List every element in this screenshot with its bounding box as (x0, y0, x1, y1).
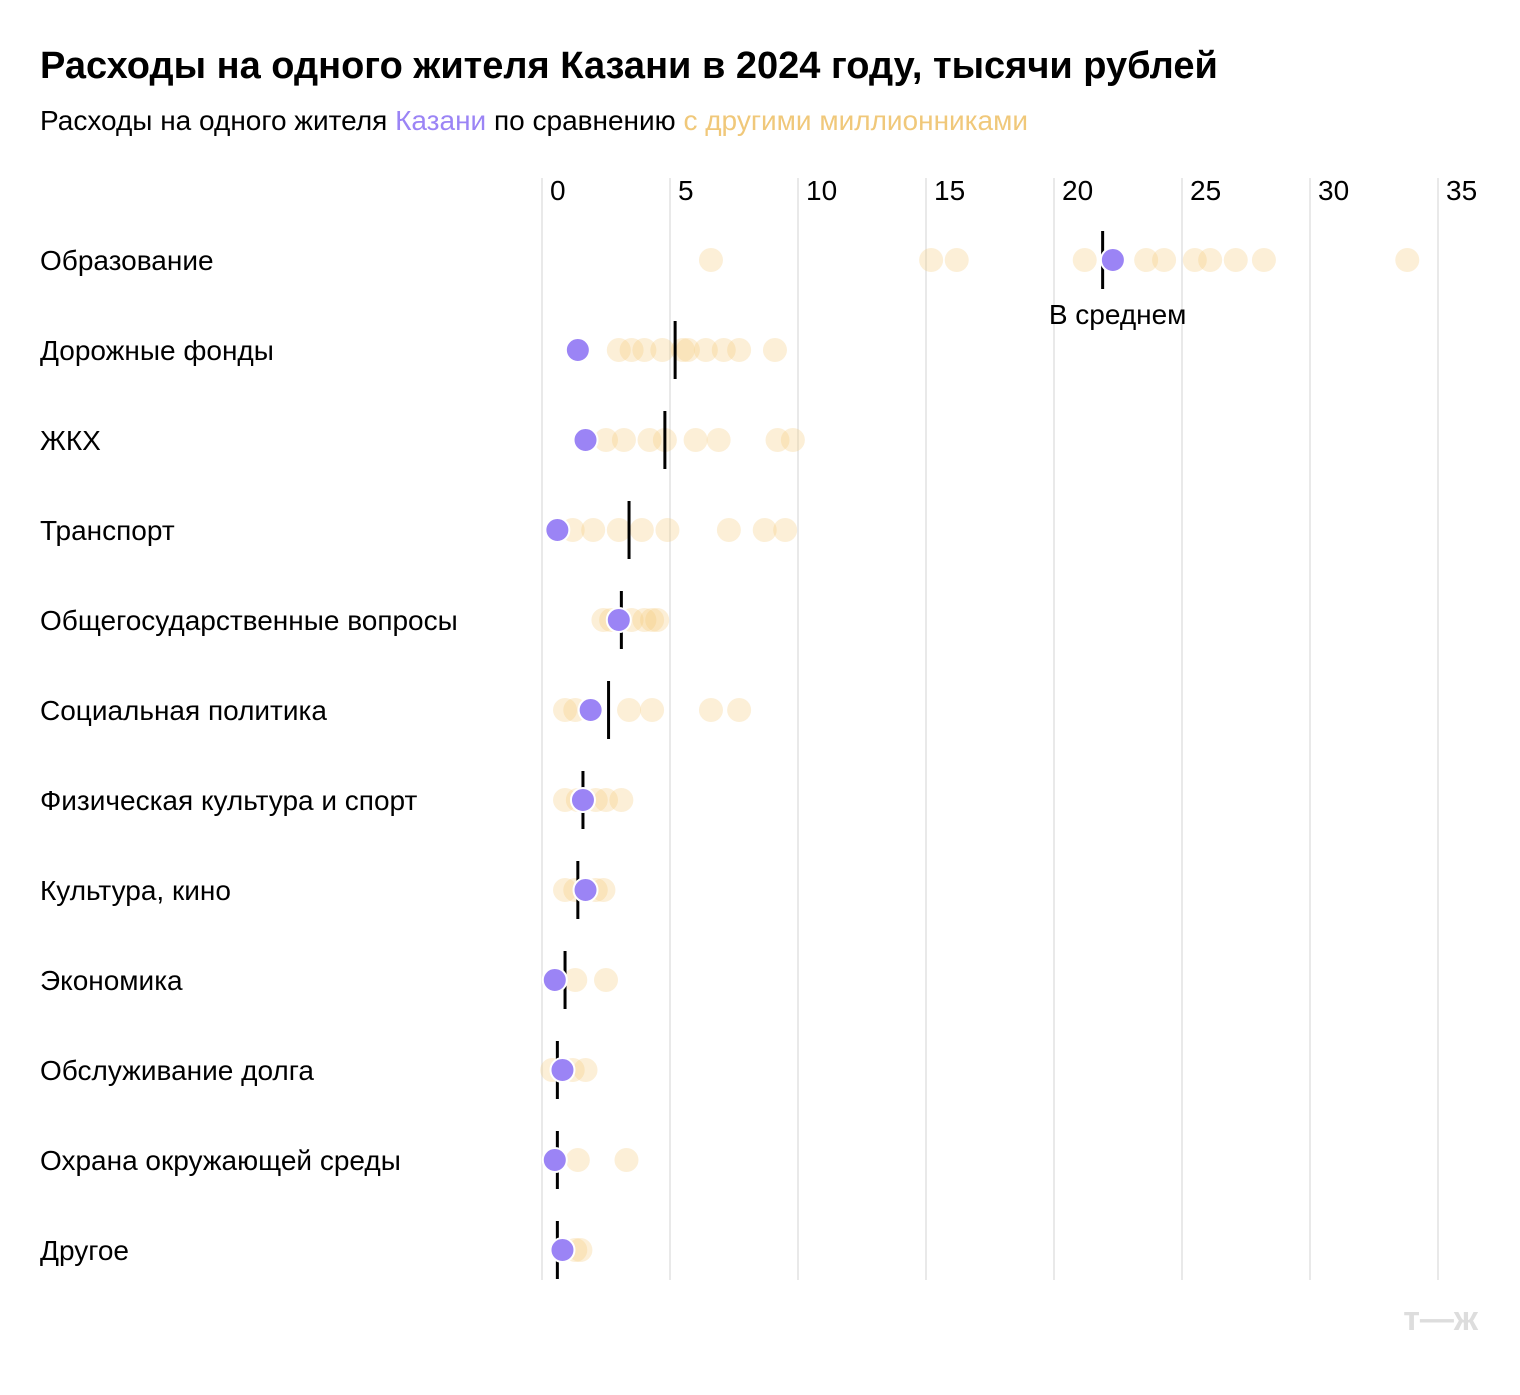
kazan-dot (549, 1057, 576, 1083)
category-label: Образование (40, 245, 214, 276)
chart-title: Расходы на одного жителя Казани в 2024 г… (40, 45, 1218, 87)
city-dot (553, 878, 578, 902)
x-tick-label: 30 (1318, 175, 1349, 206)
legend-kazan: Казани (395, 105, 486, 136)
city-dot (716, 518, 741, 542)
x-tick-label: 15 (934, 175, 965, 206)
city-dot (773, 518, 798, 542)
category-label: Физическая культура и спорт (40, 785, 417, 816)
city-dot (1395, 248, 1420, 272)
city-dot (1182, 248, 1207, 272)
kazan-dot (572, 427, 599, 453)
subtitle-text: Расходы на одного жителя (40, 105, 387, 136)
city-dot (573, 1058, 598, 1082)
city-dot (711, 338, 736, 362)
city-dot (619, 338, 644, 362)
subtitle: Расходы на одного жителя Казани по сравн… (40, 105, 1028, 136)
category-label: Обслуживание долга (40, 1055, 314, 1086)
category-label: Охрана окружающей среды (40, 1145, 401, 1176)
subtitle-text: по сравнению (494, 105, 676, 136)
x-tick-label: 25 (1190, 175, 1221, 206)
city-dot (563, 968, 588, 992)
city-dot (1223, 248, 1248, 272)
kazan-dot (549, 1237, 576, 1263)
legend-others: с другими миллионниками (683, 105, 1028, 136)
city-dot (553, 698, 578, 722)
city-dot (698, 248, 723, 272)
city-dot (606, 518, 631, 542)
city-dot (565, 1148, 590, 1172)
city-dot (919, 248, 944, 272)
kazan-dot (541, 1147, 568, 1173)
city-dot (780, 428, 805, 452)
city-dot (640, 698, 665, 722)
city-dot (645, 608, 670, 632)
city-dot (629, 518, 654, 542)
kazan-dot (544, 517, 571, 543)
kazan-dot (605, 607, 632, 633)
average-label: В среднем (1049, 299, 1187, 330)
kazan-dot (577, 697, 604, 723)
city-dot (752, 518, 777, 542)
category-label: Дорожные фонды (40, 335, 274, 366)
category-label: ЖКХ (40, 425, 101, 456)
x-tick-label: 20 (1062, 175, 1093, 206)
city-dot (1134, 248, 1159, 272)
city-dot (614, 1148, 639, 1172)
city-dot (594, 788, 618, 812)
logo: т—ж (1403, 1300, 1479, 1338)
category-label: Другое (40, 1235, 129, 1266)
city-dot (1072, 248, 1097, 272)
city-dot (1152, 248, 1177, 272)
category-label: Социальная политика (40, 695, 327, 726)
category-label: Общегосударственные вопросы (40, 605, 458, 636)
city-dot (632, 338, 657, 362)
city-dot (683, 428, 708, 452)
city-dot (765, 428, 790, 452)
city-dot (698, 698, 723, 722)
city-dot (581, 518, 606, 542)
city-dot (637, 428, 662, 452)
x-tick-label: 0 (550, 175, 566, 206)
city-dot (670, 338, 695, 362)
x-tick-label: 10 (806, 175, 837, 206)
x-tick-label: 5 (678, 175, 694, 206)
city-dot (693, 338, 718, 362)
city-dot (944, 248, 969, 272)
city-dot (594, 968, 618, 992)
city-dot (609, 788, 634, 812)
city-dot (706, 428, 731, 452)
city-dot (727, 698, 752, 722)
city-dot (591, 878, 616, 902)
city-dot (594, 428, 618, 452)
city-dot (611, 428, 636, 452)
x-tick-label: 35 (1446, 175, 1477, 206)
kazan-dot (572, 877, 599, 903)
kazan-dot (1099, 247, 1126, 273)
city-dot (650, 338, 675, 362)
city-dot (727, 338, 752, 362)
category-label: Транспорт (40, 515, 175, 546)
city-dot (762, 338, 787, 362)
kazan-dot (564, 337, 591, 363)
kazan-dot (541, 967, 568, 993)
city-dot (632, 608, 657, 632)
city-dot (640, 608, 665, 632)
kazan-dot (569, 787, 596, 813)
city-dot (606, 338, 631, 362)
city-dot (675, 338, 700, 362)
category-label: Культура, кино (40, 875, 231, 906)
category-label: Экономика (40, 965, 183, 996)
city-dot (617, 698, 642, 722)
city-dot (1198, 248, 1223, 272)
city-dot (568, 1238, 593, 1262)
city-dot (1251, 248, 1276, 272)
city-dot (553, 788, 578, 812)
city-dot (655, 518, 680, 542)
